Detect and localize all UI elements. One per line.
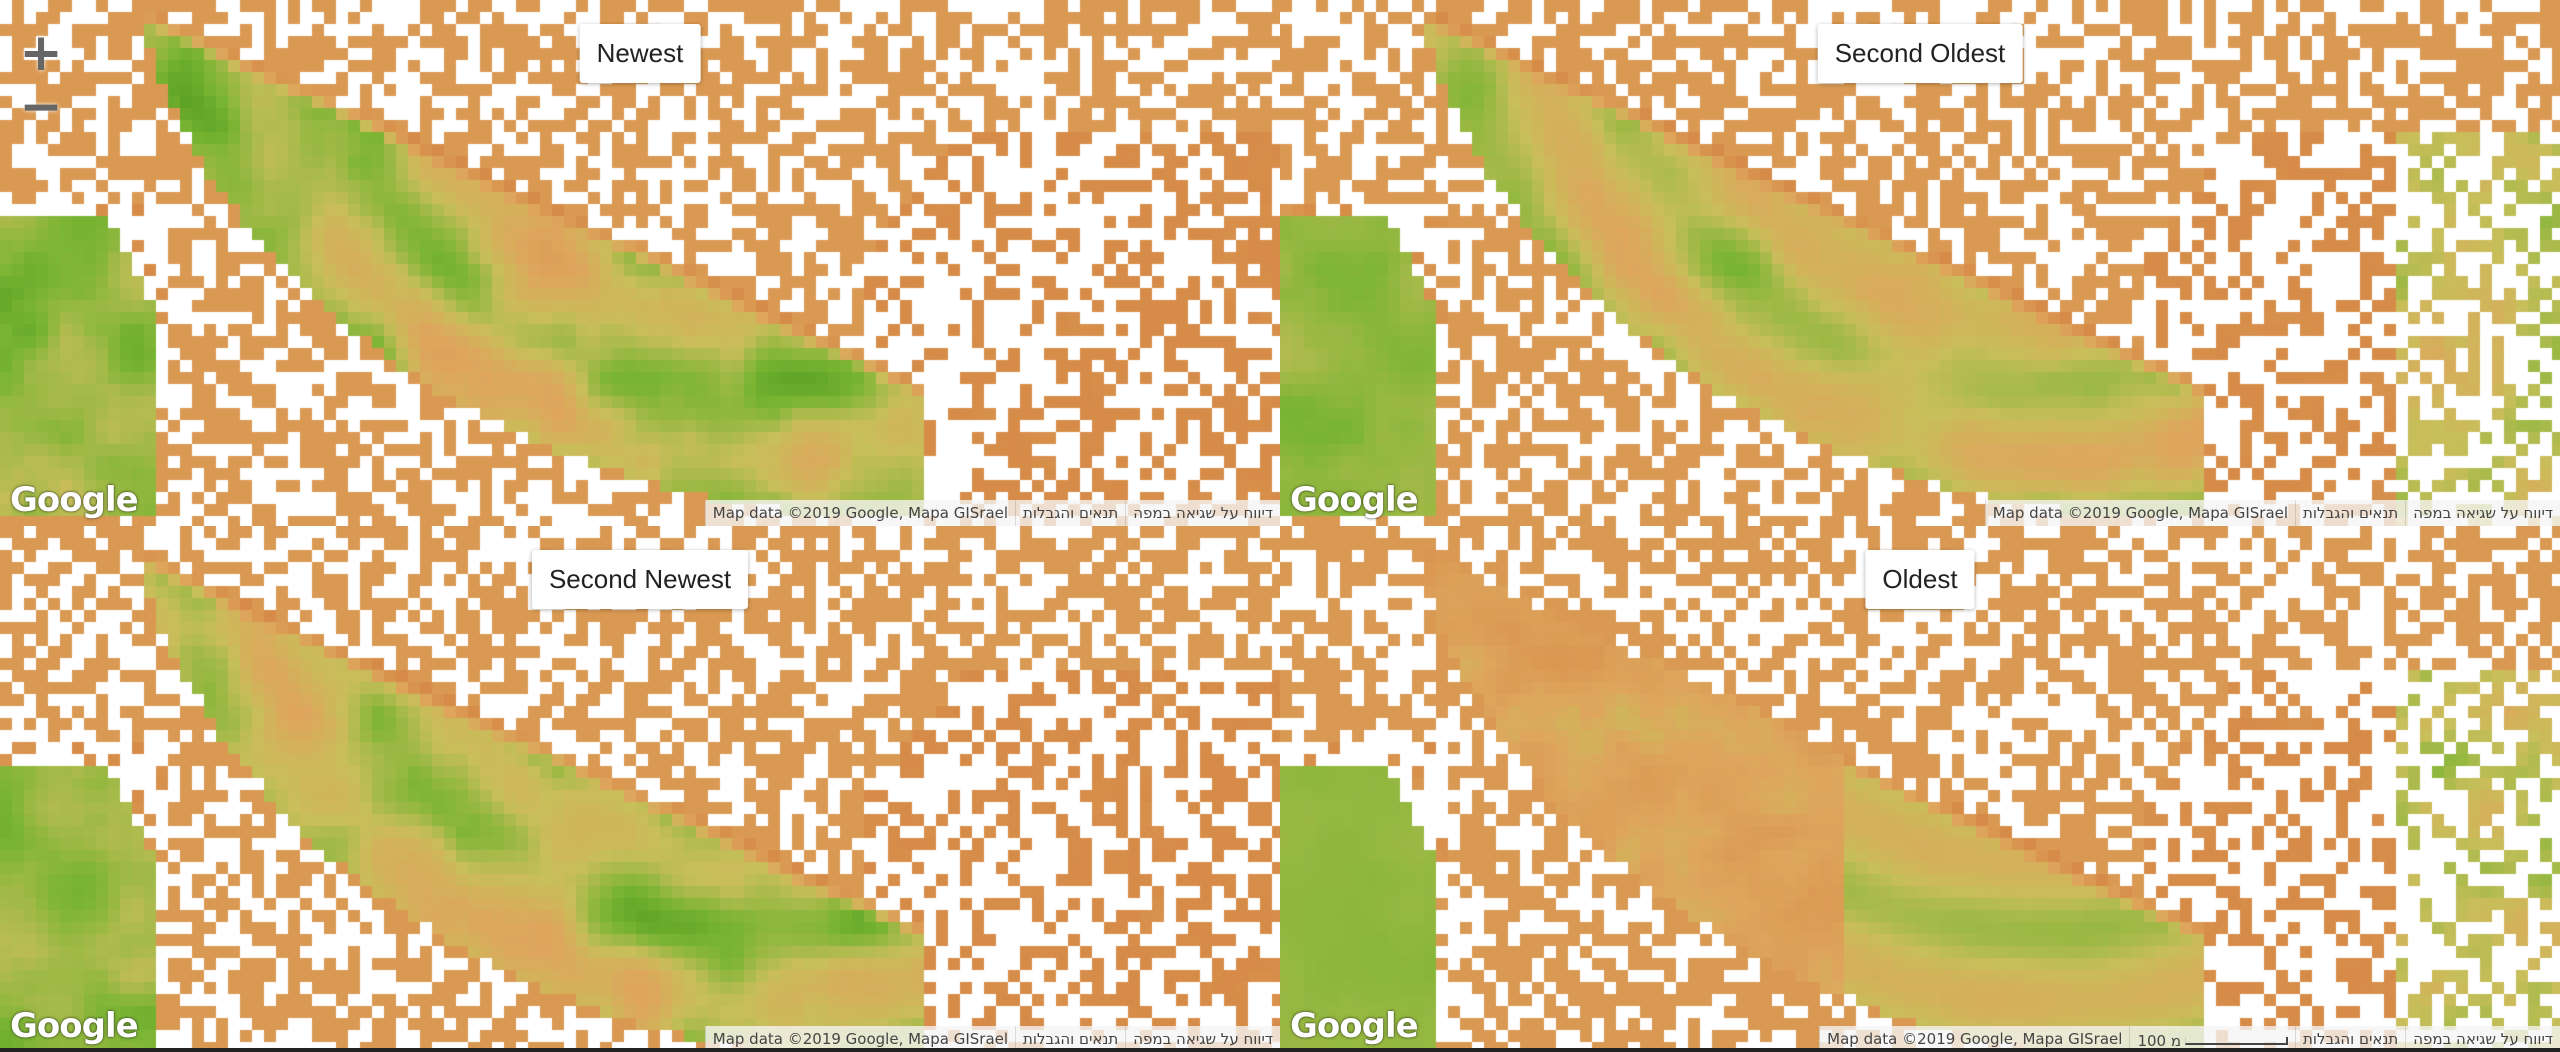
terms-link[interactable]: תנאים והגבלות <box>1015 500 1126 526</box>
minus-icon[interactable]: − <box>19 77 63 137</box>
google-logo: Google <box>10 480 139 520</box>
map-data-credit: Map data ©2019 Google, Mapa GISrael <box>704 1026 1016 1052</box>
scale-indicator: 100 מ <box>2129 1026 2296 1052</box>
scale-label: 100 מ <box>2137 1031 2182 1050</box>
panel-title-second-oldest: Second Oldest <box>1817 24 2023 83</box>
ndvi-raster-oldest[interactable] <box>1280 526 2560 1052</box>
terms-link[interactable]: תנאים והגבלות <box>1015 1026 1126 1052</box>
report-error-link[interactable]: דיווח על שגיאה במפה <box>2405 500 2560 526</box>
map-data-credit: Map data ©2019 Google, Mapa GISrael <box>1984 500 2296 526</box>
report-error-link[interactable]: דיווח על שגיאה במפה <box>1125 1026 1280 1052</box>
panel-title-second-newest: Second Newest <box>531 550 749 609</box>
map-panel-second-oldest[interactable]: Second Oldest Google Map data ©2019 Goog… <box>1280 0 2560 526</box>
map-panel-second-newest[interactable]: Second Newest Google Map data ©2019 Goog… <box>0 526 1280 1052</box>
terms-link[interactable]: תנאים והגבלות <box>2295 1026 2406 1052</box>
plus-icon[interactable]: + <box>19 23 63 83</box>
map-data-credit: Map data ©2019 Google, Mapa GISrael <box>1819 1026 2130 1052</box>
ndvi-raster-newest[interactable] <box>0 0 1280 526</box>
ndvi-raster-second-oldest[interactable] <box>1280 0 2560 526</box>
map-panel-oldest[interactable]: Oldest Google Map data ©2019 Google, Map… <box>1280 526 2560 1052</box>
map-attribution: Map data ©2019 Google, Mapa GISrael תנאי… <box>704 500 1280 526</box>
panel-title-newest: Newest <box>579 24 701 83</box>
google-logo: Google <box>10 1006 139 1046</box>
ndvi-raster-second-newest[interactable] <box>0 526 1280 1052</box>
report-error-link[interactable]: דיווח על שגיאה במפה <box>1125 500 1280 526</box>
report-error-link[interactable]: דיווח על שגיאה במפה <box>2405 1026 2560 1052</box>
map-attribution: Map data ©2019 Google, Mapa GISrael תנאי… <box>704 1026 1280 1052</box>
zoom-control: + − <box>14 23 68 137</box>
google-logo: Google <box>1290 480 1419 520</box>
map-panel-newest[interactable]: Newest Google Map data ©2019 Google, Map… <box>0 0 1280 526</box>
map-attribution: Map data ©2019 Google, Mapa GISrael 100 … <box>1819 1026 2560 1052</box>
scale-bar <box>2185 1036 2289 1045</box>
panel-title-oldest: Oldest <box>1865 550 1975 609</box>
terms-link[interactable]: תנאים והגבלות <box>2295 500 2406 526</box>
map-attribution: Map data ©2019 Google, Mapa GISrael תנאי… <box>1984 500 2560 526</box>
google-logo: Google <box>1290 1006 1419 1046</box>
map-data-credit: Map data ©2019 Google, Mapa GISrael <box>704 500 1016 526</box>
bottom-border <box>0 1048 2560 1052</box>
